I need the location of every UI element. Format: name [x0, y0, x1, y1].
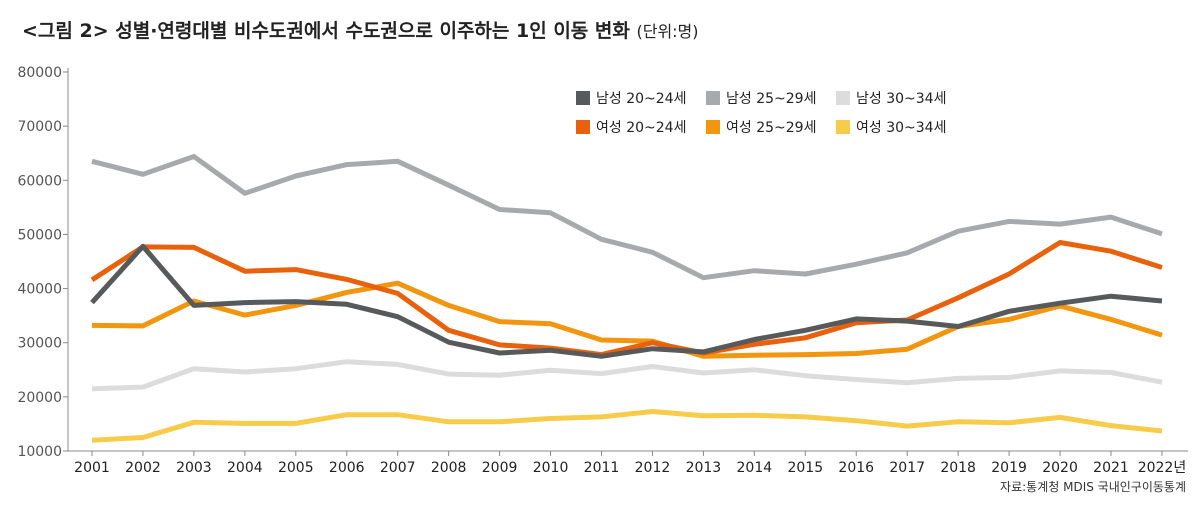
x-tick-label: 2011 — [584, 460, 620, 476]
x-tick-label: 2021 — [1093, 460, 1129, 476]
legend-swatch — [706, 91, 720, 105]
y-tick-label: 40000 — [17, 282, 62, 298]
legend-label: 남성 25~29세 — [726, 91, 816, 107]
legend-swatch — [706, 120, 720, 134]
x-tick-label: 2001 — [74, 460, 110, 476]
series-line — [91, 359, 1163, 392]
x-tick-label: 2010 — [533, 460, 569, 476]
x-tick-label: 2008 — [431, 460, 467, 476]
chart-title: <그림 2> 성별·연령대별 비수도권에서 수도권으로 이주하는 1인 이동 변… — [22, 16, 699, 43]
series-line — [90, 240, 1163, 358]
source-note: 자료:통계청 MDIS 국내인구이동통계 — [1000, 480, 1186, 494]
legend-swatch — [576, 120, 590, 134]
x-tick-label: 2005 — [278, 460, 314, 476]
x-tick-label: 2003 — [176, 460, 212, 476]
x-tick-label: 2016 — [838, 460, 874, 476]
y-tick-label: 50000 — [17, 227, 62, 243]
legend-label: 여성 25~29세 — [726, 120, 816, 136]
x-tick-label: 2022년 — [1138, 460, 1187, 476]
x-tick-label: 2019 — [991, 460, 1027, 476]
series-line — [91, 409, 1163, 443]
y-tick-label: 30000 — [17, 336, 62, 352]
legend-label: 남성 30~34세 — [856, 91, 946, 107]
legend-label: 여성 30~34세 — [856, 120, 946, 136]
legend-label: 여성 20~24세 — [596, 120, 686, 136]
legend-swatch — [576, 91, 590, 105]
legend-label: 남성 20~24세 — [596, 91, 686, 107]
x-tick-label: 2020 — [1042, 460, 1078, 476]
legend-swatch — [836, 91, 850, 105]
legend-swatch — [836, 120, 850, 134]
x-tick-label: 2007 — [380, 460, 416, 476]
chart-title-text: <그림 2> 성별·연령대별 비수도권에서 수도권으로 이주하는 1인 이동 변… — [22, 20, 630, 42]
series-line — [91, 154, 1163, 281]
x-tick-label: 2015 — [787, 460, 823, 476]
x-tick-label: 2012 — [635, 460, 671, 476]
unit-label: (단위:명) — [636, 22, 699, 41]
y-tick-label: 10000 — [17, 444, 62, 460]
x-tick-label: 2002 — [125, 460, 161, 476]
x-tick-label: 2014 — [737, 460, 773, 476]
x-tick-label: 2006 — [329, 460, 365, 476]
y-tick-label: 60000 — [17, 173, 62, 189]
x-tick-label: 2013 — [686, 460, 722, 476]
x-tick-label: 2018 — [940, 460, 976, 476]
series-line — [90, 243, 1163, 359]
y-tick-label: 80000 — [17, 65, 62, 81]
series-line — [91, 280, 1163, 359]
x-tick-label: 2009 — [482, 460, 518, 476]
x-tick-label: 2004 — [227, 460, 263, 476]
y-tick-label: 20000 — [17, 390, 62, 406]
y-tick-label: 70000 — [17, 119, 62, 135]
x-tick-label: 2017 — [889, 460, 925, 476]
